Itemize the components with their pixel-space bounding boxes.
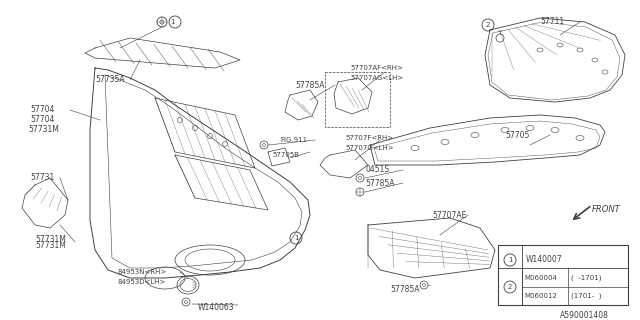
Text: 57707G<LH>: 57707G<LH> [345,145,394,151]
Text: W140007: W140007 [526,255,563,265]
Bar [498,245,628,305]
Text: (  -1701): ( -1701) [571,275,602,281]
Text: 84953N<RH>: 84953N<RH> [118,269,167,275]
Text: FRONT: FRONT [592,205,621,214]
Text: A590001408: A590001408 [560,310,609,319]
Text: 57705: 57705 [505,131,529,140]
Text: 2: 2 [486,22,490,28]
Text: 1: 1 [170,19,174,25]
Text: 57731M: 57731M [35,236,66,244]
Text: 57785A: 57785A [365,179,394,188]
Text: 84953D<LH>: 84953D<LH> [118,279,166,285]
Text: 57707AF<RH>: 57707AF<RH> [350,65,403,71]
Text: 57735A: 57735A [95,76,125,84]
Text: (1701-  ): (1701- ) [571,293,602,299]
Text: 2: 2 [508,284,512,290]
Text: FIG.911: FIG.911 [280,137,307,143]
Text: 57731M: 57731M [35,241,66,250]
Text: 57707AE: 57707AE [432,211,467,220]
Text: 57707F<RH>: 57707F<RH> [345,135,393,141]
Text: W140063: W140063 [198,303,235,313]
Bar [325,72,390,127]
Text: 57785A: 57785A [390,285,419,294]
Text: 57705B: 57705B [272,152,299,158]
Text: 57785A: 57785A [295,81,324,90]
Text: 1: 1 [508,257,512,263]
Text: 0451S: 0451S [365,165,389,174]
Text: 57731: 57731 [30,173,54,182]
Text: 1: 1 [294,235,298,241]
Text: 57707AG<LH>: 57707AG<LH> [350,75,403,81]
Text: 57711: 57711 [540,18,564,27]
Text: 57731M: 57731M [28,125,59,134]
Text: M060004: M060004 [524,275,557,281]
Text: M060012: M060012 [524,293,557,299]
Text: 57704: 57704 [30,106,54,115]
Text: 57704: 57704 [30,116,54,124]
